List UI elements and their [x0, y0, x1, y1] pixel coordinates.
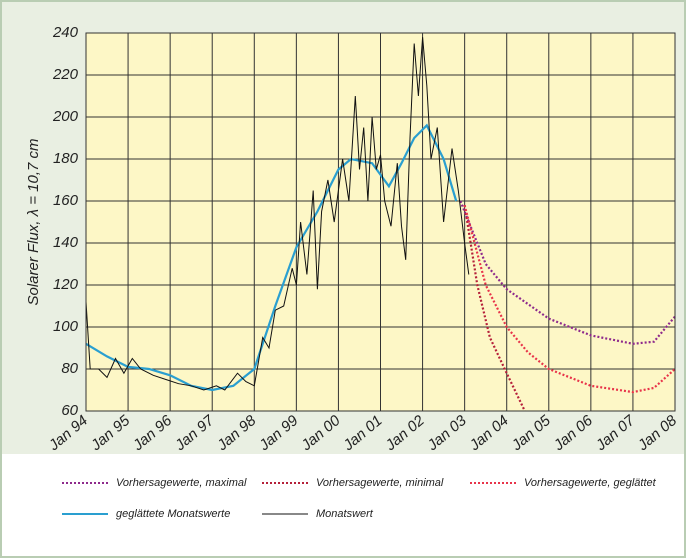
- y-axis-label: Solarer Flux, λ = 10,7 cm: [25, 138, 42, 305]
- series-line: [459, 200, 676, 345]
- series-line: [463, 204, 676, 394]
- series-line: [463, 205, 526, 412]
- y-tick-label: 220: [52, 66, 79, 83]
- y-tick-label: 180: [53, 150, 79, 167]
- y-tick-label: 140: [53, 234, 79, 251]
- y-tick-label: 160: [53, 192, 79, 209]
- plot-border: [85, 32, 676, 412]
- series-line: [85, 37, 470, 391]
- legend-label: Vorhersagewerte, minimal: [316, 477, 444, 489]
- legend-label: Monatswert: [316, 508, 374, 520]
- y-tick-label: 60: [61, 402, 78, 419]
- y-tick-label: 120: [53, 276, 79, 293]
- y-tick-label: 240: [52, 24, 79, 41]
- legend-label: geglättete Monatswerte: [116, 508, 230, 520]
- legend-label: Vorhersagewerte, maximal: [116, 477, 247, 489]
- legend: Vorhersagewerte, maximal Vorhersagewerte,…: [62, 477, 657, 520]
- y-tick-label: 80: [61, 360, 78, 377]
- legend-label: Vorhersagewerte, geglättet: [524, 477, 657, 489]
- lines: [85, 37, 676, 412]
- y-tick-label: 100: [53, 318, 79, 335]
- y-tick-label: 200: [52, 108, 79, 125]
